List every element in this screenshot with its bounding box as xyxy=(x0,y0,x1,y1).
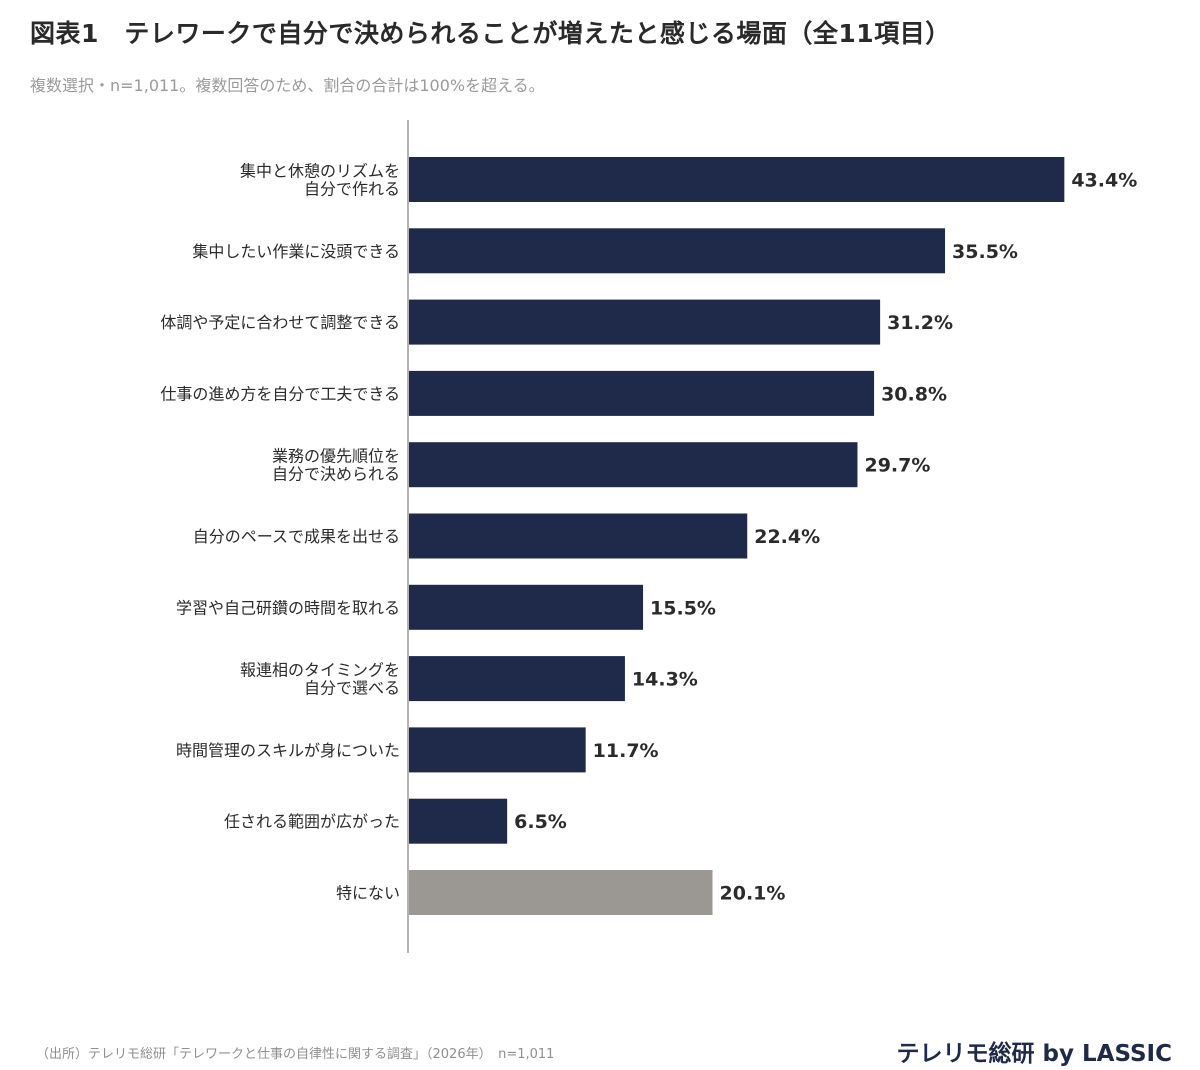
category-label-7: 学習や自己研鑽の時間を取れる xyxy=(176,598,400,617)
value-label-5: 29.7% xyxy=(864,455,930,477)
category-label-5: 業務の優先順位を自分で決められる xyxy=(272,447,400,484)
value-label-11: 20.1% xyxy=(720,883,786,905)
bar-2 xyxy=(409,228,946,274)
category-label-2: 集中したい作業に没頭できる xyxy=(192,242,400,261)
bar-10 xyxy=(409,798,508,844)
bar-chart: 43.4% 集中と休憩のリズムを自分で作れる 35.5% 集中したい作業に没頭できる 3… xyxy=(160,120,1137,953)
value-label-9: 11.7% xyxy=(593,740,659,762)
bar-6 xyxy=(409,513,748,559)
bar-4 xyxy=(409,370,875,416)
bar-5 xyxy=(409,442,858,488)
source-note: （出所）テレリモ総研「テレワークと仕事の自律性に関する調査」（2026年） n=… xyxy=(36,1047,555,1062)
category-label-6: 自分のペースで成果を出せる xyxy=(193,527,400,546)
bar-11 xyxy=(409,870,713,915)
value-label-10: 6.5% xyxy=(514,811,567,833)
value-label-7: 15.5% xyxy=(650,597,716,619)
bar-8 xyxy=(409,656,625,702)
category-label-11: 特にない xyxy=(336,884,400,903)
bar-3 xyxy=(409,299,881,345)
category-label-1: 集中と休憩のリズムを自分で作れる xyxy=(240,162,400,199)
category-label-4: 仕事の進め方を自分で工夫できる xyxy=(160,384,400,403)
category-label-9: 時間管理のスキルが身についた xyxy=(176,741,400,760)
category-label-10: 任される範囲が広がった xyxy=(224,812,400,831)
value-label-3: 31.2% xyxy=(887,312,953,334)
bar-1 xyxy=(409,157,1065,202)
value-label-2: 35.5% xyxy=(952,241,1018,263)
value-label-4: 30.8% xyxy=(881,383,947,405)
category-label-3: 体調や予定に合わせて調整できる xyxy=(160,313,400,332)
category-label-8: 報連相のタイミングを自分で選べる xyxy=(240,661,400,698)
bar-9 xyxy=(409,727,586,773)
value-label-6: 22.4% xyxy=(754,526,820,548)
chart-subtitle: 複数選択・n=1,011。複数回答のため、割合の合計は100%を超える。 xyxy=(30,76,545,95)
value-label-8: 14.3% xyxy=(632,669,698,691)
chart-title: 図表1 テレワークで自分で決められることが増えたと感じる場面（全11項目） xyxy=(30,19,951,48)
value-label-1: 43.4% xyxy=(1071,170,1137,192)
bar-7 xyxy=(409,584,644,630)
brand-logo-text: テレリモ総研 by LASSIC xyxy=(896,1041,1172,1067)
